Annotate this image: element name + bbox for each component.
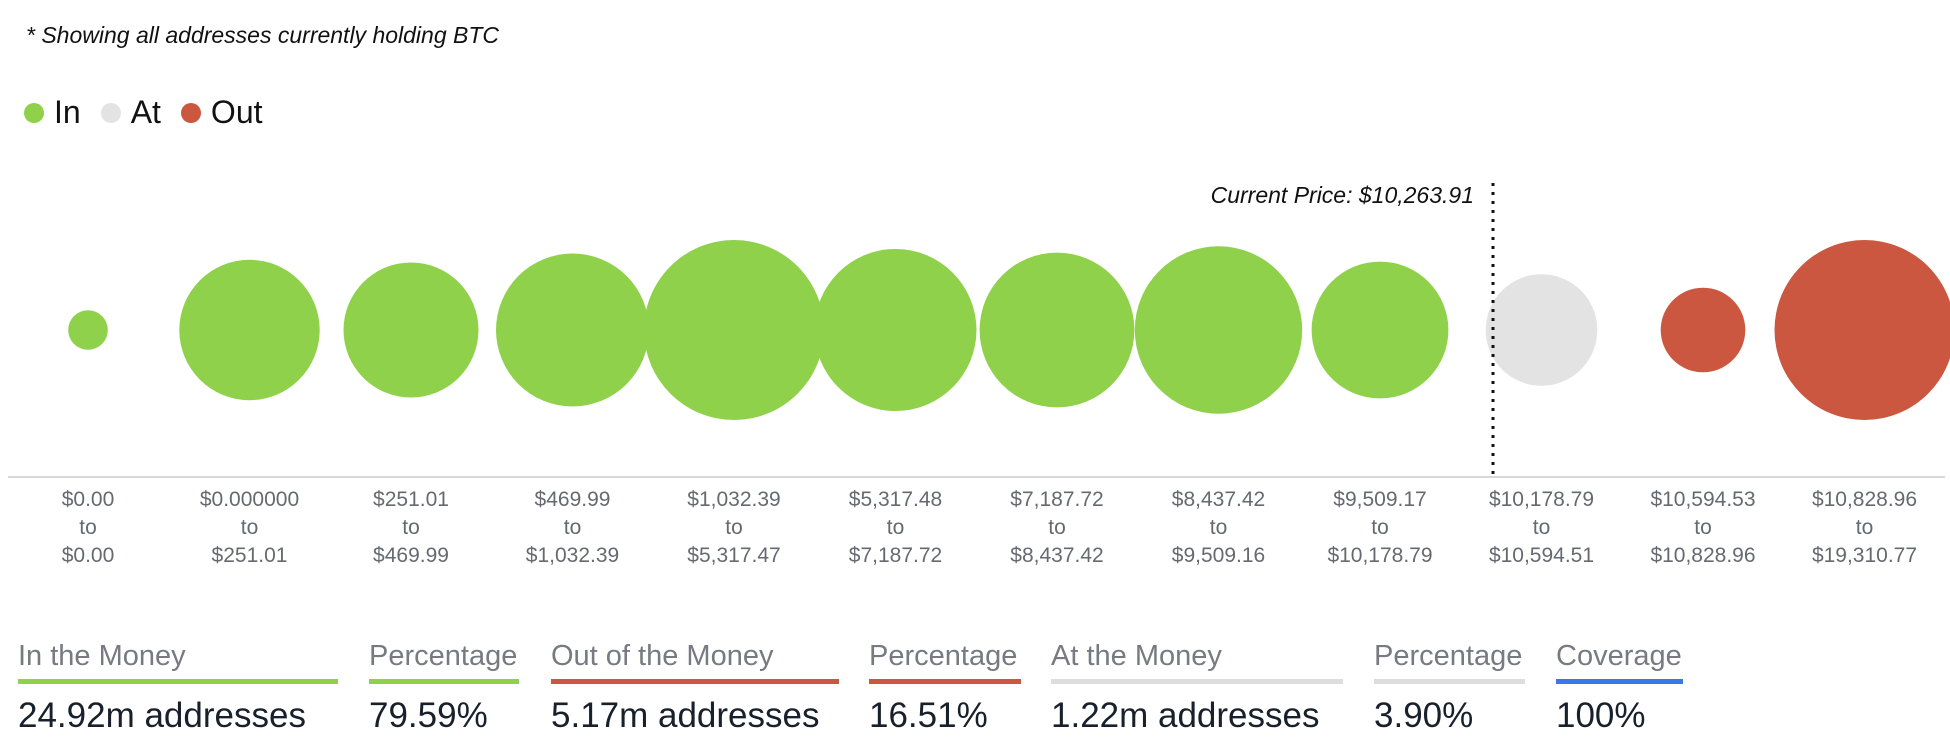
bubble-in[interactable] — [644, 240, 824, 420]
bubble-in[interactable] — [68, 310, 108, 350]
tick-label-to: $469.99 — [373, 544, 449, 567]
legend-label-at: At — [130, 94, 161, 130]
stat-label-in-the-money: In the Money — [18, 640, 338, 684]
tick-label-connector: to — [887, 516, 905, 539]
tick-label-from: $10,594.53 — [1650, 488, 1755, 511]
stat-value-in-percentage: 79.59% — [369, 696, 488, 735]
tick-label-connector: to — [725, 516, 743, 539]
stat-out-percentage: Percentage 16.51% — [869, 640, 1021, 736]
stat-value-out-of-the-money: 5.17m addresses — [551, 696, 820, 735]
bubble-out[interactable] — [1660, 287, 1746, 373]
bubble-in[interactable] — [343, 262, 479, 398]
stat-in-percentage: Percentage 79.59% — [369, 640, 519, 736]
legend-dot-in — [24, 102, 44, 123]
tick-label-from: $251.01 — [373, 488, 449, 511]
bubble-out[interactable] — [1774, 240, 1950, 420]
stat-at-the-money: At the Money 1.22m addresses — [1051, 640, 1343, 736]
tick-label-from: $10,178.79 — [1489, 488, 1594, 511]
stat-out-of-the-money: Out of the Money 5.17m addresses — [551, 640, 839, 736]
tick-label-to: $1,032.39 — [526, 544, 619, 567]
tick-label-to: $251.01 — [212, 544, 288, 567]
stat-in-the-money: In the Money 24.92m addresses — [18, 640, 338, 736]
stat-value-at-the-money: 1.22m addresses — [1051, 696, 1320, 735]
tick-label-to: $10,178.79 — [1327, 544, 1432, 567]
tick-label-to: $7,187.72 — [849, 544, 942, 567]
tick-label-from: $9,509.17 — [1333, 488, 1426, 511]
stat-label-at-the-money: At the Money — [1051, 640, 1343, 684]
stat-value-at-percentage: 3.90% — [1374, 696, 1474, 735]
tick-label-connector: to — [564, 516, 582, 539]
current-price-label: Current Price: $10,263.91 — [1211, 182, 1474, 208]
stat-label-at-percentage: Percentage — [1374, 640, 1525, 684]
bubble-chart: $0.00 to $0.00 $0.000000 to $251.01 $251.01 to $… — [8, 182, 1950, 567]
bubble-in[interactable] — [1311, 261, 1449, 399]
bubble-in[interactable] — [814, 249, 977, 411]
tick-label-connector: to — [1533, 516, 1551, 539]
tick-label-to: $9,509.16 — [1172, 544, 1265, 567]
tick-label-from: $7,187.72 — [1010, 488, 1103, 511]
stat-value-out-percentage: 16.51% — [869, 696, 988, 735]
bubble-in[interactable] — [1134, 246, 1303, 414]
tick-label-to: $0.00 — [62, 544, 115, 567]
tick-label-from: $0.00 — [62, 488, 115, 511]
tick-label-to: $10,828.96 — [1650, 544, 1755, 567]
tick-label-connector: to — [241, 516, 259, 539]
bubble-in[interactable] — [496, 253, 649, 407]
tick-label-connector: to — [1048, 516, 1066, 539]
tick-label-connector: to — [1856, 516, 1874, 539]
stat-label-out-of-the-money: Out of the Money — [551, 640, 839, 684]
stat-label-coverage: Coverage — [1556, 640, 1683, 684]
legend-dot-out — [180, 102, 201, 123]
tick-label-to: $8,437.42 — [1010, 544, 1103, 567]
bubble-in[interactable] — [179, 259, 320, 401]
stat-value-in-the-money: 24.92m addresses — [18, 696, 306, 735]
legend-label-out: Out — [210, 94, 263, 130]
legend-label-in: In — [54, 94, 81, 130]
tick-label-connector: to — [1694, 516, 1712, 539]
tick-label-to: $10,594.51 — [1489, 544, 1594, 567]
tick-label-from: $5,317.48 — [849, 488, 942, 511]
tick-label-from: $10,828.96 — [1812, 488, 1917, 511]
tick-label-connector: to — [1210, 516, 1228, 539]
chart-note: * Showing all addresses currently holdin… — [26, 22, 500, 48]
tick-label-from: $1,032.39 — [687, 488, 780, 511]
tick-label-from: $469.99 — [535, 488, 611, 511]
legend-dot-at — [100, 102, 121, 123]
legend-item-at[interactable]: At — [100, 94, 161, 131]
legend-item-in[interactable]: In — [24, 94, 81, 131]
tick-label-from: $8,437.42 — [1172, 488, 1265, 511]
tick-label-to: $5,317.47 — [687, 544, 780, 567]
stat-at-percentage: Percentage 3.90% — [1374, 640, 1525, 736]
tick-label-connector: to — [79, 516, 97, 539]
tick-label-from: $0.000000 — [200, 488, 299, 511]
tick-label-connector: to — [1371, 516, 1389, 539]
tick-label-to: $19,310.77 — [1812, 544, 1917, 567]
legend-item-out[interactable]: Out — [180, 94, 263, 131]
bubble-at[interactable] — [1485, 274, 1598, 386]
stat-label-out-percentage: Percentage — [869, 640, 1021, 684]
stat-coverage: Coverage 100% — [1556, 640, 1683, 736]
legend: In At Out — [24, 94, 263, 131]
stat-label-in-percentage: Percentage — [369, 640, 519, 684]
tick-label-connector: to — [402, 516, 420, 539]
stat-value-coverage: 100% — [1556, 696, 1646, 735]
bubble-in[interactable] — [979, 252, 1135, 408]
